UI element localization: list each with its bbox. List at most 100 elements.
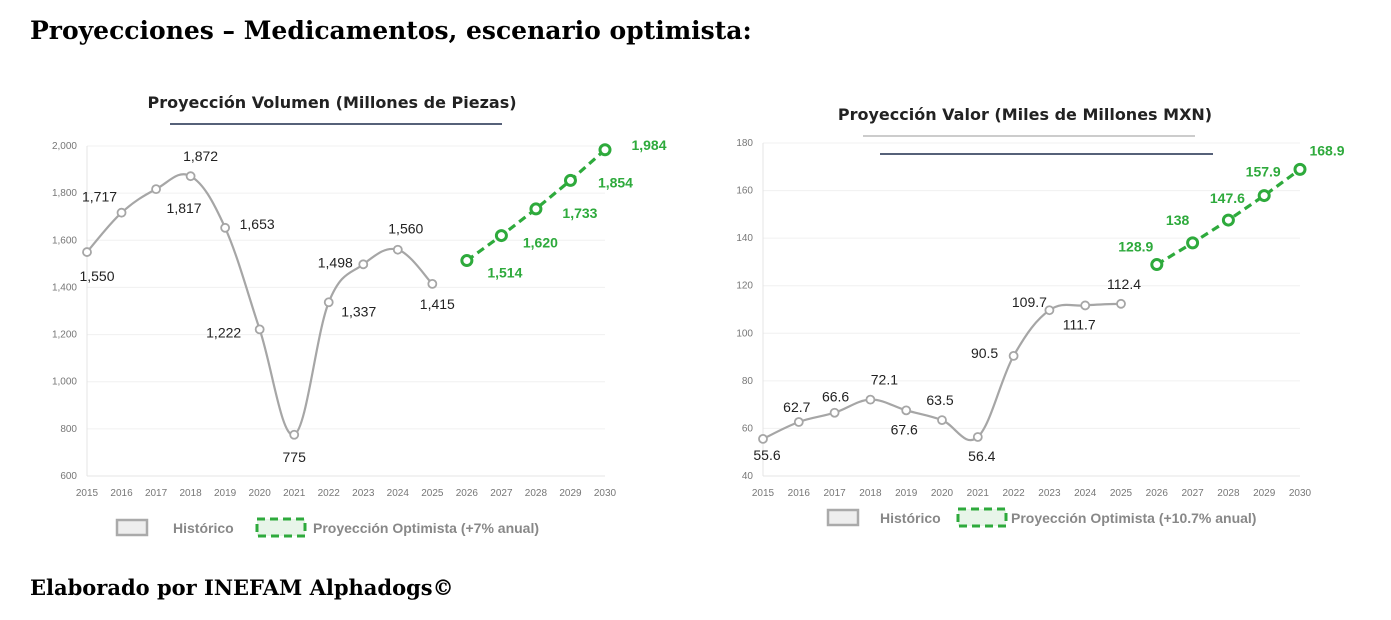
data-point (151, 184, 161, 195)
data-point (1186, 236, 1200, 250)
data-point (358, 259, 369, 270)
y-tick-label: 160 (736, 186, 753, 197)
y-tick-label: 1,600 (52, 235, 77, 246)
data-point (220, 222, 231, 233)
x-tick-label: 2030 (1289, 488, 1312, 499)
y-tick-label: 1,000 (52, 377, 77, 388)
data-label: 55.6 (753, 447, 780, 463)
legend-swatch-proyeccion (956, 507, 1008, 528)
data-point (972, 432, 983, 442)
footer-credit: Elaborado por INEFAM Alphadogs© (30, 575, 454, 600)
data-point (598, 143, 612, 157)
x-tick-label: 2029 (1253, 488, 1276, 499)
x-tick-label: 2022 (1002, 488, 1025, 499)
x-tick-label: 2016 (788, 488, 811, 499)
data-label: 1,817 (167, 200, 202, 216)
data-label: 1,984 (631, 137, 666, 153)
data-label: 1,653 (240, 216, 275, 232)
data-label: 112.4 (1107, 276, 1141, 292)
data-point (392, 244, 403, 255)
y-tick-label: 1,200 (52, 330, 77, 341)
data-label: 157.9 (1246, 164, 1281, 180)
data-label: 63.5 (926, 392, 953, 408)
x-tick-label: 2015 (752, 488, 775, 499)
x-tick-label: 2029 (559, 488, 582, 499)
data-point (1221, 213, 1235, 227)
data-point (1008, 350, 1019, 361)
legend-label-proyeccion: Proyección Optimista (+7% anual) (313, 520, 539, 536)
data-label: 62.7 (783, 399, 810, 415)
x-tick-label: 2017 (823, 488, 846, 499)
x-tick-label: 2025 (421, 488, 444, 499)
data-point (460, 254, 474, 268)
data-point (427, 278, 438, 289)
y-tick-label: 600 (60, 471, 77, 482)
data-label: 72.1 (871, 372, 898, 388)
x-tick-label: 2026 (1146, 488, 1169, 499)
x-tick-label: 2028 (1217, 488, 1240, 499)
y-tick-label: 120 (736, 281, 753, 292)
data-label: 1,620 (523, 235, 558, 251)
data-label: 1,550 (79, 268, 114, 284)
x-tick-label: 2016 (110, 488, 133, 499)
data-label: 1,498 (318, 254, 353, 270)
data-label: 147.6 (1210, 190, 1245, 206)
data-point (1150, 258, 1164, 272)
x-tick-label: 2023 (352, 488, 375, 499)
x-tick-label: 2024 (1074, 488, 1097, 499)
data-point (323, 297, 334, 308)
data-point (529, 202, 543, 216)
legend-label-historico: Histórico (880, 510, 941, 526)
data-point (793, 417, 804, 427)
x-tick-label: 2024 (387, 488, 410, 499)
x-tick-label: 2022 (318, 488, 341, 499)
data-point (1116, 298, 1126, 309)
data-point (937, 415, 947, 426)
y-tick-label: 1,400 (52, 282, 77, 293)
y-tick-label: 2,000 (52, 141, 77, 152)
data-point (563, 173, 577, 187)
x-tick-label: 2020 (931, 488, 954, 499)
legend-label-proyeccion: Proyección Optimista (+10.7% anual) (1011, 510, 1256, 526)
y-tick-label: 800 (60, 424, 77, 435)
chart-title: Proyección Volumen (Millones de Piezas) (147, 93, 516, 112)
data-point (254, 324, 265, 335)
data-label: 1,560 (388, 221, 423, 237)
data-point (289, 429, 300, 440)
y-tick-label: 1,800 (52, 188, 77, 199)
y-tick-label: 80 (742, 376, 754, 387)
data-point (1257, 189, 1271, 203)
x-tick-label: 2017 (145, 488, 168, 499)
data-label: 1,337 (341, 303, 376, 319)
chart-title: Proyección Valor (Miles de Millones MXN) (838, 105, 1212, 124)
x-tick-label: 2019 (214, 488, 237, 499)
data-label: 109.7 (1012, 294, 1047, 310)
data-label: 1,222 (206, 324, 241, 340)
data-label: 168.9 (1309, 142, 1344, 158)
data-point (1044, 305, 1055, 316)
x-tick-label: 2020 (249, 488, 272, 499)
x-tick-label: 2026 (456, 488, 479, 499)
data-label: 138 (1166, 212, 1190, 228)
data-label: 1,854 (598, 174, 633, 190)
data-point (901, 405, 912, 416)
y-tick-label: 100 (736, 328, 753, 339)
x-tick-label: 2027 (490, 488, 513, 499)
page-title: Proyecciones – Medicamentos, escenario o… (30, 16, 752, 45)
legend-swatch-historico (826, 508, 860, 527)
data-point (758, 433, 768, 444)
x-tick-label: 2028 (525, 488, 548, 499)
x-tick-label: 2021 (967, 488, 990, 499)
legend-label-historico: Histórico (173, 520, 234, 536)
data-label: 1,514 (487, 265, 522, 281)
x-tick-label: 2021 (283, 488, 306, 499)
y-tick-label: 60 (742, 423, 754, 434)
x-tick-label: 2018 (179, 488, 202, 499)
data-label: 111.7 (1063, 316, 1096, 332)
y-tick-label: 180 (736, 138, 753, 149)
data-point (116, 207, 127, 218)
series-line-historico (86, 173, 434, 436)
x-tick-label: 2027 (1181, 488, 1204, 499)
data-point (829, 407, 840, 418)
